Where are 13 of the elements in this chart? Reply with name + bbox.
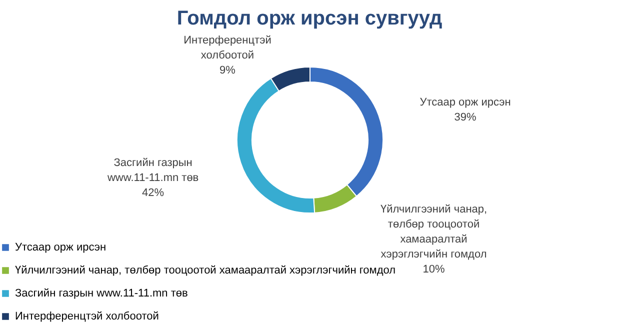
- legend-label: Интерференцтэй холбоотой: [15, 310, 159, 322]
- legend-label: Үйлчилгээний чанар, төлбөр тооцоотой хамааралтай хэрэглэгчийн гомдол: [15, 264, 396, 276]
- data-label: 42%: [142, 187, 164, 200]
- legend-label: Засгийн газрын www.11-11.mn төв: [15, 288, 188, 300]
- chart-title: Гомдол орж ирсэн сувгууд: [176, 7, 442, 30]
- data-label: 9%: [220, 64, 236, 76]
- legend-label: Утсаар орж ирсэн: [15, 242, 106, 254]
- slice-label: Засгийн газрын www.11-11.mn төв: [106, 157, 199, 184]
- data-label: 10%: [422, 264, 445, 276]
- slice-label: Утсаар орж ирсэн: [420, 96, 511, 109]
- data-label: 39%: [454, 112, 476, 124]
- slice-label: Интерференцтэй холбоотой: [184, 34, 272, 62]
- slice-label: Үйлчилгээний чанар, төлбөр тооцоотой хамааралтай хэрэглэгчийн гомдол: [380, 204, 488, 261]
